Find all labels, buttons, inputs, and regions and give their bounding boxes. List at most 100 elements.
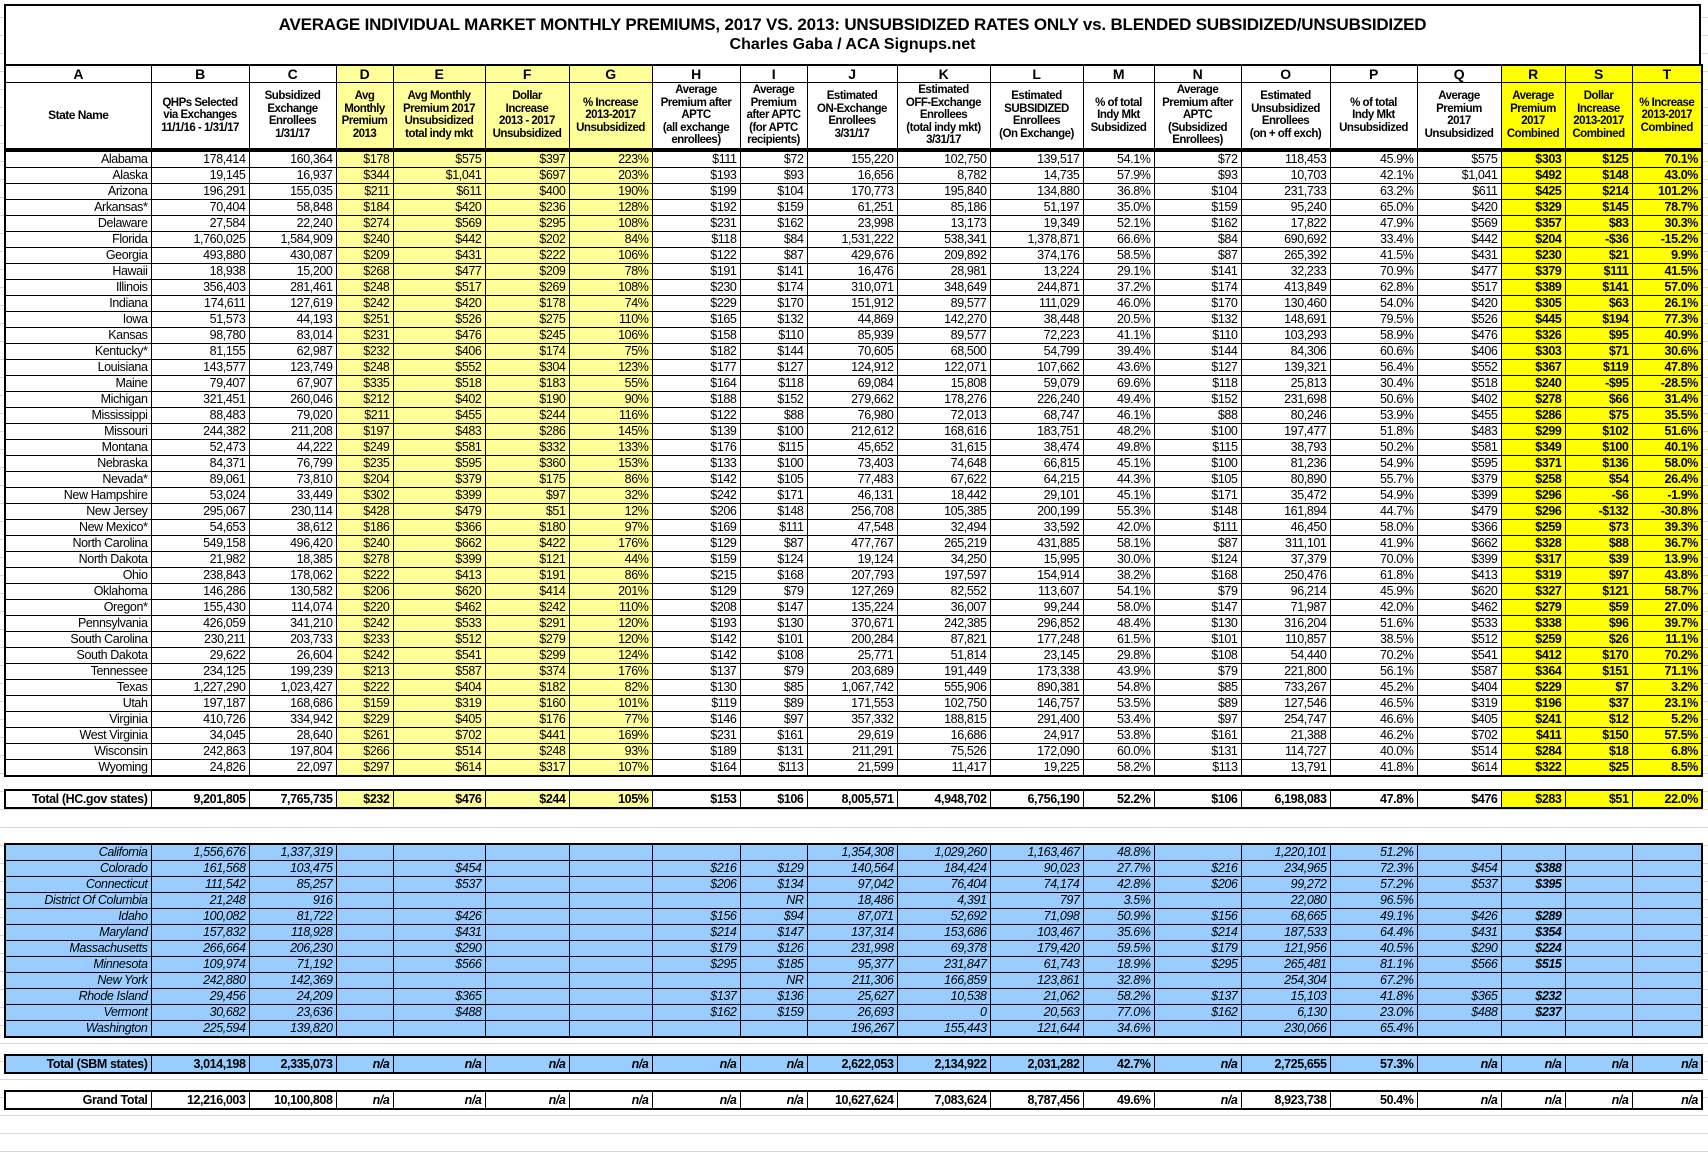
cell-Q[interactable] (1416, 843, 1502, 861)
cell-E[interactable]: $405 (392, 710, 486, 728)
cell-R[interactable]: $305 (1500, 294, 1566, 312)
cell-Q[interactable]: $541 (1416, 646, 1502, 664)
cell-S[interactable] (1564, 955, 1633, 973)
cell-D[interactable]: $232 (335, 342, 394, 360)
cell-H[interactable]: $159 (651, 550, 741, 568)
cell-O[interactable]: 265,481 (1240, 955, 1331, 973)
cell-F[interactable]: $304 (484, 358, 570, 376)
total-label[interactable]: Total (SBM states) (4, 1054, 152, 1073)
total-cell-G[interactable]: 105% (568, 789, 653, 808)
column-letter-F[interactable]: F (484, 64, 570, 83)
cell-K[interactable]: 31,615 (896, 438, 991, 456)
cell-K[interactable]: 105,385 (896, 502, 991, 520)
cell-P[interactable]: 54.9% (1329, 486, 1418, 504)
cell-L[interactable]: 99,244 (989, 598, 1084, 616)
cell-O[interactable]: 254,304 (1240, 971, 1331, 989)
cell-H[interactable]: $142 (651, 646, 741, 664)
cell-K[interactable]: 8,782 (896, 166, 991, 184)
cell-O[interactable]: 148,691 (1240, 310, 1331, 328)
cell-N[interactable]: $147 (1153, 598, 1242, 616)
cell-J[interactable]: 70,605 (806, 342, 898, 360)
cell-Q[interactable]: $365 (1416, 987, 1502, 1005)
cell-J[interactable]: 279,662 (806, 390, 898, 408)
cell-S[interactable]: $25 (1564, 758, 1633, 776)
cell-R[interactable]: $371 (1500, 454, 1566, 472)
cell-P[interactable]: 53.9% (1329, 406, 1418, 424)
cell-E[interactable]: $587 (392, 662, 486, 680)
cell-S[interactable]: $71 (1564, 342, 1633, 360)
cell-R[interactable]: $240 (1500, 374, 1566, 392)
cell-T[interactable]: 23.1% (1631, 694, 1703, 712)
cell-E[interactable]: $483 (392, 422, 486, 440)
cell-D[interactable]: $178 (335, 150, 394, 168)
cell-P[interactable]: 38.5% (1329, 630, 1418, 648)
cell-N[interactable]: $144 (1153, 342, 1242, 360)
cell-S[interactable] (1564, 859, 1633, 877)
cell-Q[interactable]: $488 (1416, 1003, 1502, 1021)
cell-G[interactable]: 90% (568, 390, 653, 408)
cell-O[interactable]: 35,472 (1240, 486, 1331, 504)
state-name-cell[interactable]: Illinois (4, 278, 152, 296)
cell-R[interactable]: $196 (1500, 694, 1566, 712)
cell-K[interactable]: 348,649 (896, 278, 991, 296)
cell-D[interactable]: $235 (335, 454, 394, 472)
cell-L[interactable]: 134,880 (989, 182, 1084, 200)
cell-I[interactable]: $115 (739, 438, 808, 456)
cell-T[interactable]: 58.7% (1631, 582, 1703, 600)
cell-D[interactable]: $211 (335, 182, 394, 200)
cell-E[interactable]: $514 (392, 742, 486, 760)
grand-total-cell-G[interactable]: n/a (568, 1090, 653, 1109)
cell-C[interactable]: 341,210 (248, 614, 337, 632)
cell-Q[interactable]: $399 (1416, 550, 1502, 568)
cell-C[interactable]: 22,097 (248, 758, 337, 776)
state-name-cell[interactable]: California (4, 843, 152, 861)
cell-J[interactable]: 207,793 (806, 566, 898, 584)
cell-P[interactable]: 63.2% (1329, 182, 1418, 200)
cell-B[interactable]: 196,291 (150, 182, 250, 200)
cell-F[interactable]: $374 (484, 662, 570, 680)
state-name-cell[interactable]: Kansas (4, 326, 152, 344)
cell-G[interactable]: 75% (568, 342, 653, 360)
total-cell-H[interactable]: n/a (651, 1054, 741, 1073)
cell-P[interactable]: 45.2% (1329, 678, 1418, 696)
state-name-cell[interactable]: Georgia (4, 246, 152, 264)
cell-M[interactable]: 3.5% (1082, 891, 1155, 909)
cell-D[interactable] (335, 955, 394, 973)
cell-R[interactable] (1500, 971, 1566, 989)
cell-R[interactable]: $322 (1500, 758, 1566, 776)
cell-F[interactable]: $248 (484, 742, 570, 760)
cell-D[interactable] (335, 923, 394, 941)
cell-H[interactable]: $129 (651, 534, 741, 552)
cell-R[interactable]: $224 (1500, 939, 1566, 957)
cell-L[interactable]: 121,644 (989, 1019, 1084, 1037)
cell-H[interactable]: $230 (651, 278, 741, 296)
cell-K[interactable]: 265,219 (896, 534, 991, 552)
cell-T[interactable]: -15.2% (1631, 230, 1703, 248)
cell-B[interactable]: 146,286 (150, 582, 250, 600)
cell-Q[interactable]: $404 (1416, 678, 1502, 696)
column-header-E[interactable]: Avg Monthly Premium 2017 Unsubsidized to… (392, 82, 486, 149)
cell-E[interactable]: $477 (392, 262, 486, 280)
cell-K[interactable]: 1,029,260 (896, 843, 991, 861)
cell-D[interactable]: $249 (335, 438, 394, 456)
state-name-cell[interactable]: Idaho (4, 907, 152, 925)
cell-H[interactable]: $133 (651, 454, 741, 472)
column-letter-S[interactable]: S (1564, 64, 1633, 83)
cell-O[interactable]: 6,130 (1240, 1003, 1331, 1021)
cell-C[interactable]: 199,239 (248, 662, 337, 680)
cell-J[interactable]: 212,612 (806, 422, 898, 440)
cell-E[interactable]: $319 (392, 694, 486, 712)
cell-H[interactable]: $231 (651, 726, 741, 744)
cell-I[interactable]: $85 (739, 678, 808, 696)
cell-R[interactable]: $232 (1500, 987, 1566, 1005)
column-header-A[interactable]: State Name (4, 82, 152, 149)
cell-P[interactable]: 50.6% (1329, 390, 1418, 408)
cell-C[interactable]: 26,604 (248, 646, 337, 664)
cell-F[interactable]: $209 (484, 262, 570, 280)
cell-C[interactable]: 83,014 (248, 326, 337, 344)
cell-T[interactable]: 40.1% (1631, 438, 1703, 456)
cell-M[interactable]: 77.0% (1082, 1003, 1155, 1021)
cell-T[interactable]: -30.8% (1631, 502, 1703, 520)
cell-N[interactable]: $113 (1153, 758, 1242, 776)
cell-P[interactable]: 70.2% (1329, 646, 1418, 664)
